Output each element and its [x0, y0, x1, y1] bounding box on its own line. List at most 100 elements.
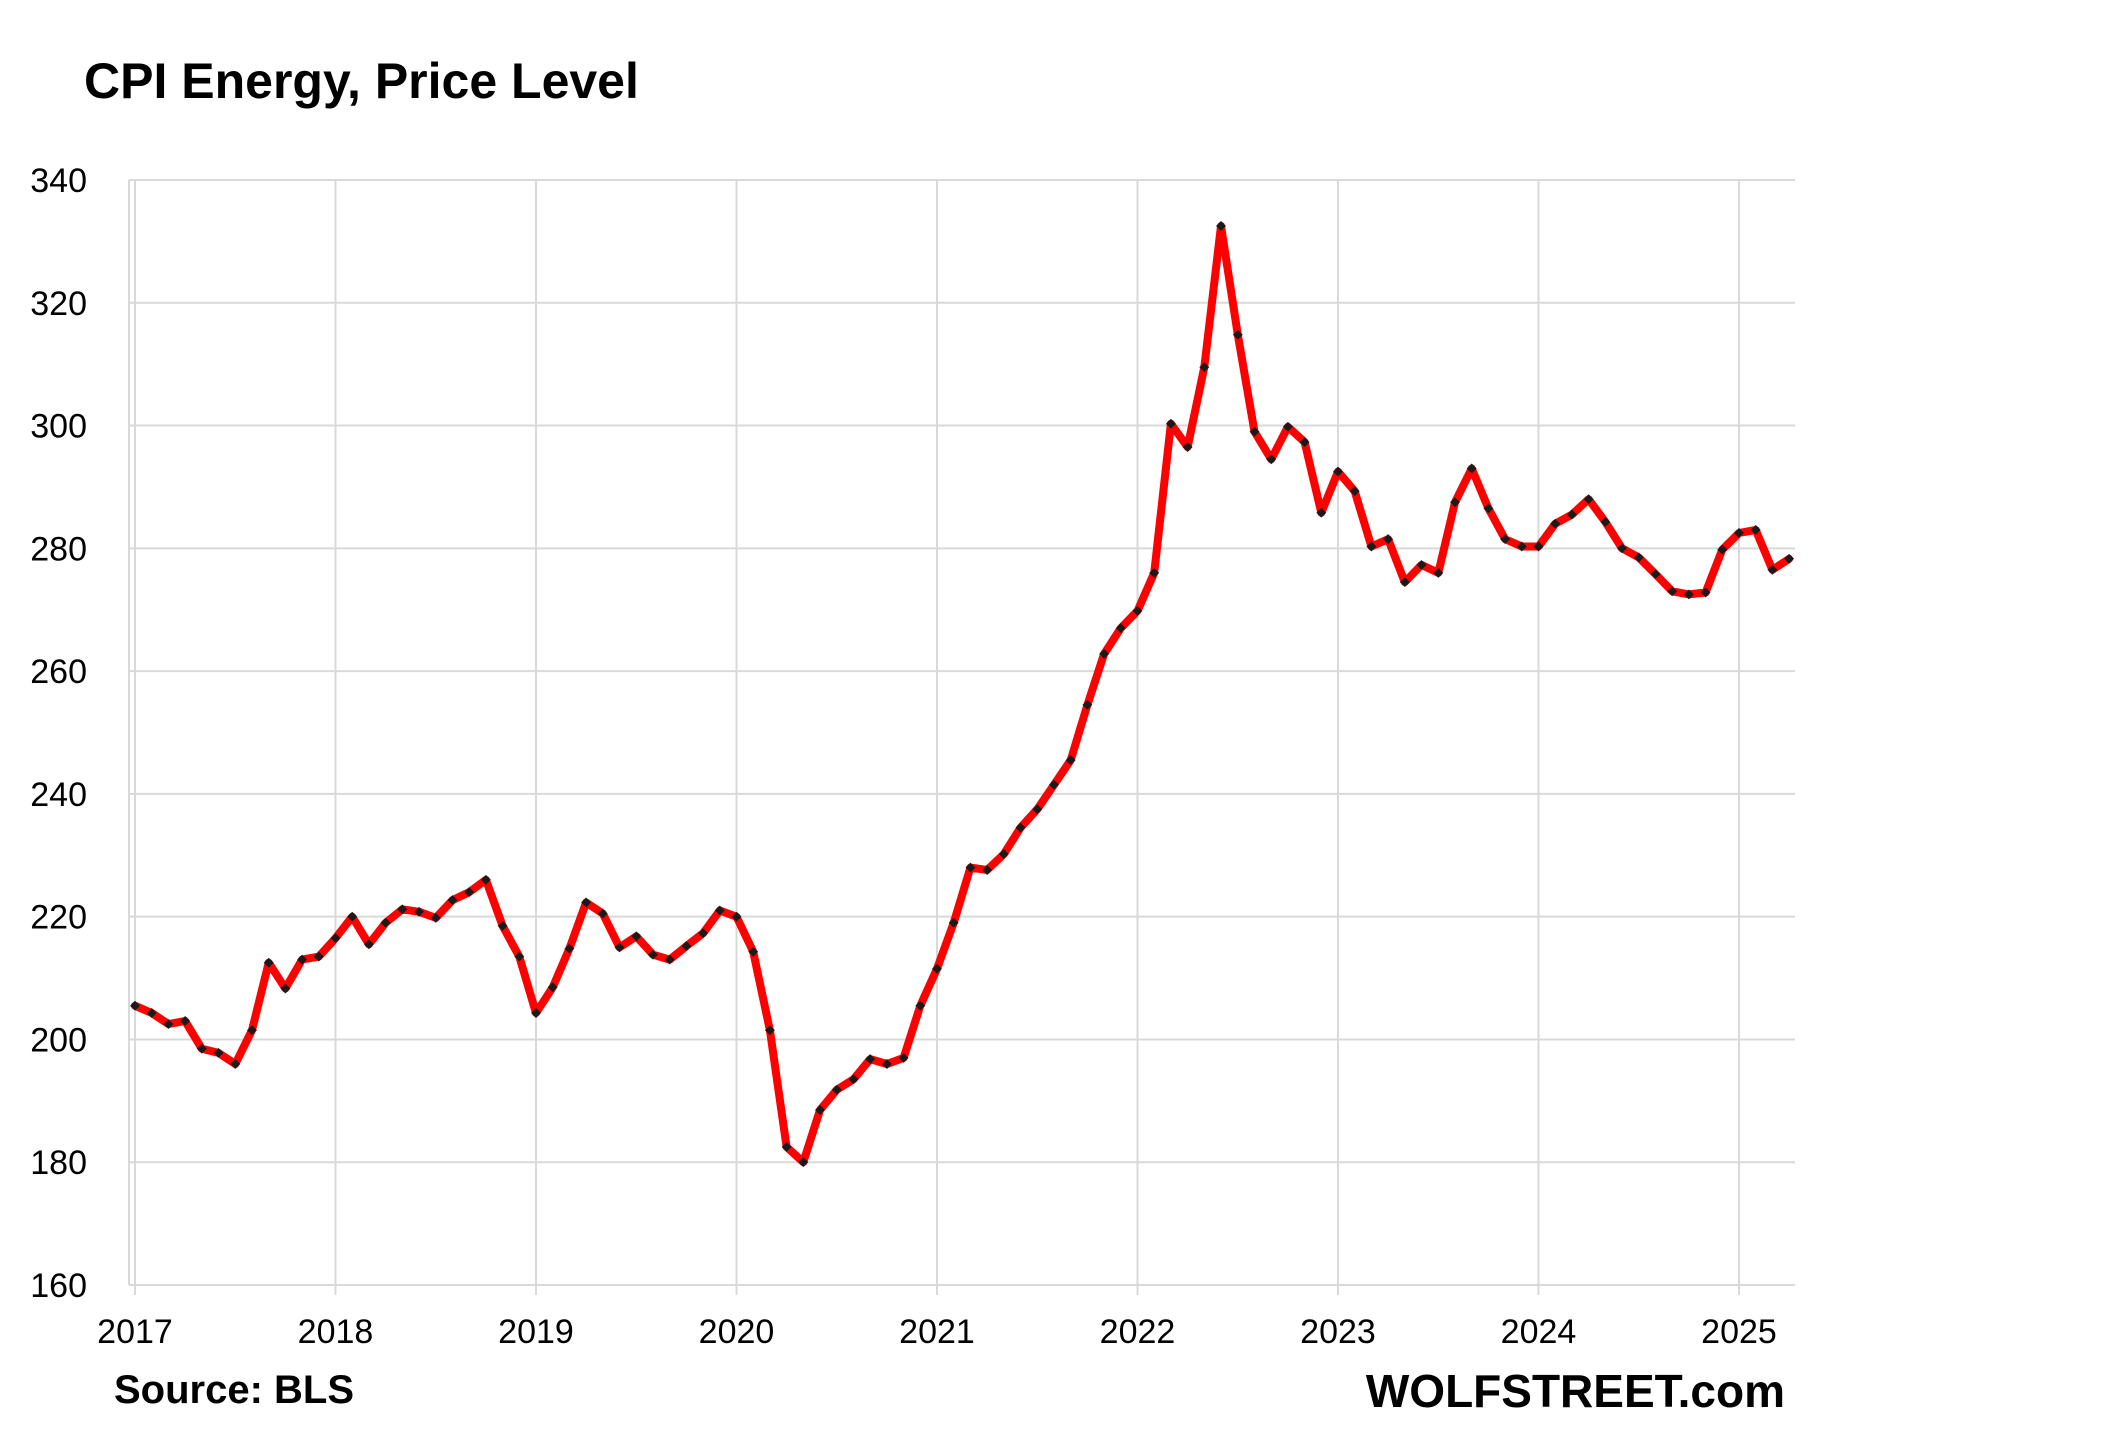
- data-point: [848, 1074, 859, 1085]
- data-point: [1032, 804, 1043, 815]
- data-point: [948, 917, 959, 928]
- axes: [128, 180, 1795, 1295]
- y-tick-label: 320: [30, 285, 87, 323]
- data-point: [414, 906, 424, 917]
- data-point-markers: [130, 221, 1795, 1168]
- data-point: [280, 983, 291, 994]
- data-point: [163, 1019, 174, 1030]
- series-line: [131, 222, 1794, 1167]
- data-point: [1115, 623, 1126, 634]
- y-tick-labels: 160 180 200 220 240 260 280 300 320 340: [30, 162, 87, 1305]
- data-point: [1566, 509, 1577, 520]
- y-tick-label: 340: [30, 162, 87, 200]
- data-point: [430, 912, 441, 923]
- data-point: [1767, 564, 1778, 575]
- data-point: [1433, 567, 1444, 578]
- data-point: [263, 957, 274, 968]
- data-point: [714, 905, 725, 916]
- x-tick-label: 2019: [498, 1313, 574, 1351]
- y-tick-label: 220: [30, 899, 87, 937]
- data-point: [982, 865, 993, 875]
- data-point: [1399, 577, 1410, 588]
- data-point: [831, 1084, 842, 1095]
- data-point: [1232, 329, 1243, 340]
- data-point: [514, 951, 525, 962]
- data-point: [1299, 437, 1310, 448]
- data-point: [731, 911, 742, 922]
- data-point: [347, 911, 358, 922]
- data-point: [1583, 494, 1594, 505]
- data-point: [130, 1000, 140, 1011]
- data-point: [1683, 589, 1694, 600]
- data-point: [1483, 503, 1494, 514]
- data-point: [1383, 534, 1394, 545]
- data-point: [1466, 463, 1477, 474]
- data-point: [363, 939, 374, 950]
- data-point: [1633, 552, 1644, 563]
- data-point: [564, 943, 575, 954]
- data-point: [1333, 466, 1343, 477]
- data-point: [1717, 544, 1728, 555]
- data-point: [1199, 362, 1210, 373]
- x-tick-label: 2018: [298, 1313, 374, 1351]
- data-point: [1784, 553, 1795, 564]
- data-point: [1149, 567, 1160, 578]
- data-point: [798, 1157, 809, 1168]
- data-point: [380, 917, 391, 928]
- data-point: [1216, 221, 1226, 231]
- data-point: [531, 1008, 541, 1018]
- data-point: [313, 951, 324, 962]
- data-point: [397, 904, 408, 915]
- data-point: [1015, 822, 1026, 833]
- data-point: [1049, 779, 1059, 790]
- source-note: Source: BLS: [114, 1368, 355, 1412]
- y-tick-label: 260: [30, 653, 87, 691]
- data-point: [213, 1047, 224, 1058]
- grid-lines: [129, 179, 1795, 1285]
- data-point: [1533, 541, 1544, 552]
- data-point: [497, 920, 508, 931]
- data-point: [230, 1059, 241, 1069]
- x-tick-label: 2022: [1100, 1313, 1176, 1351]
- data-point: [1282, 421, 1293, 432]
- brand-watermark: WOLFSTREET.com: [1365, 1365, 1785, 1417]
- data-point: [1550, 518, 1561, 529]
- data-point: [1416, 559, 1427, 570]
- series-line-group: [131, 222, 1794, 1167]
- data-point: [547, 982, 558, 993]
- data-point: [748, 946, 759, 957]
- data-point: [1065, 755, 1076, 766]
- x-tick-label: 2023: [1300, 1313, 1376, 1351]
- data-point: [681, 941, 692, 952]
- data-point: [1516, 541, 1527, 552]
- data-point: [247, 1025, 257, 1036]
- data-point: [1617, 543, 1627, 554]
- data-point: [965, 862, 976, 873]
- data-point: [915, 1000, 926, 1011]
- data-point: [297, 954, 308, 965]
- data-point: [881, 1059, 892, 1069]
- data-point: [196, 1043, 207, 1054]
- data-point: [614, 942, 625, 953]
- x-tick-label: 2025: [1701, 1313, 1777, 1351]
- data-point: [1366, 541, 1377, 552]
- data-point: [865, 1054, 876, 1065]
- data-point: [648, 949, 658, 960]
- data-point: [464, 887, 475, 898]
- data-point: [698, 928, 709, 939]
- data-point: [480, 874, 491, 885]
- x-tick-label: 2017: [97, 1313, 173, 1351]
- data-point: [330, 933, 341, 944]
- data-point: [1600, 516, 1611, 527]
- data-point: [1650, 569, 1661, 580]
- data-point: [447, 895, 458, 906]
- data-point: [932, 963, 942, 974]
- data-point: [1450, 497, 1460, 508]
- data-point: [1750, 524, 1761, 535]
- data-point: [146, 1008, 157, 1018]
- data-point: [1349, 486, 1360, 497]
- x-tick-label: 2024: [1501, 1313, 1577, 1351]
- y-tick-label: 280: [30, 530, 87, 568]
- data-point: [1266, 454, 1277, 465]
